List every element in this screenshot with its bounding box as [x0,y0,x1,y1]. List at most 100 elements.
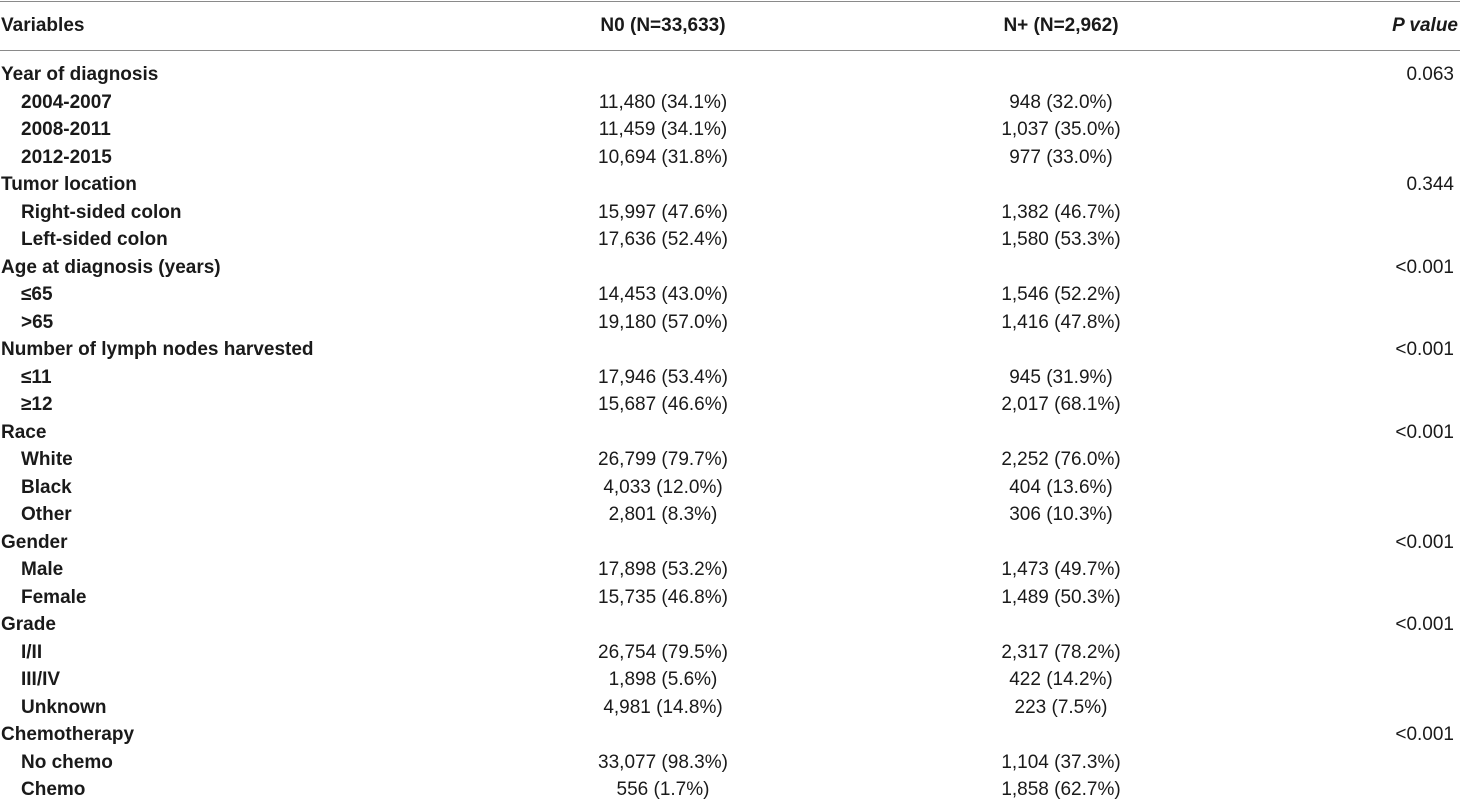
row-label: III/IV [21,669,61,690]
table-row: 2008-2011 11,459 (34.1%) 1,037 (35.0%) [0,117,1460,145]
table-header-row: Variables N0 (N=33,633) N+ (N=2,962) P v… [0,0,1460,51]
cell-nplus: 945 (31.9%) [1009,366,1113,388]
cell-n0: 10,694 (31.8%) [598,146,728,168]
row-label: No chemo [21,751,113,773]
cell-pvalue: <0.001 [1395,421,1454,443]
cell-n0: 11,459 (34.1%) [598,119,728,140]
row-label: Gender [1,531,68,553]
cell-nplus: 1,037 (35.0%) [1001,119,1121,140]
cell-n0: 14,453 (43.0%) [598,284,728,305]
row-label: White [21,449,73,470]
table-row: Female 15,735 (46.8%) 1,489 (50.3%) [0,585,1460,613]
cell-n0: 17,946 (53.4%) [598,366,728,388]
table-top-rule [0,1,1460,2]
cell-nplus: 422 (14.2%) [1009,669,1113,690]
table-row: White 26,799 (79.7%) 2,252 (76.0%) [0,447,1460,475]
row-label: Right-sided colon [21,201,182,223]
table-body: Year of diagnosis 0.063 2004-2007 11,480 (3… [0,62,1460,805]
cell-n0: 15,997 (47.6%) [598,201,728,223]
cell-pvalue: 0.063 [1406,64,1454,85]
cell-nplus: 977 (33.0%) [1009,146,1113,168]
cell-n0: 17,636 (52.4%) [598,229,728,250]
cell-nplus: 2,017 (68.1%) [1001,394,1121,415]
cell-pvalue: <0.001 [1395,531,1454,553]
row-label: Race [1,421,47,443]
table-row: ≤65 14,453 (43.0%) 1,546 (52.2%) [0,282,1460,310]
table-group-row: Grade <0.001 [0,612,1460,640]
cell-nplus: 1,104 (37.3%) [1001,751,1121,773]
row-label: Female [21,586,87,608]
cell-pvalue: <0.001 [1395,614,1454,635]
cell-nplus: 1,546 (52.2%) [1001,284,1121,305]
cell-n0: 26,799 (79.7%) [598,449,728,470]
table-group-row: Race <0.001 [0,420,1460,448]
table-row: 2012-2015 10,694 (31.8%) 977 (33.0%) [0,145,1460,173]
cell-nplus: 404 (13.6%) [1009,476,1113,498]
header-pvalue: P value [1392,15,1458,36]
cell-pvalue: <0.001 [1395,339,1454,360]
row-label: Male [21,559,64,580]
row-label: Age at diagnosis (years) [1,256,221,278]
row-label: I/II [21,641,43,663]
table-group-row: Tumor location 0.344 [0,172,1460,200]
table-row: ≤11 17,946 (53.4%) 945 (31.9%) [0,365,1460,393]
cell-pvalue: <0.001 [1395,724,1454,745]
cell-n0: 11,480 (34.1%) [598,91,728,113]
row-label: Unknown [21,696,107,718]
cell-n0: 26,754 (79.5%) [598,641,728,663]
table-row: Right-sided colon 15,997 (47.6%) 1,382 (46… [0,200,1460,228]
row-label: Tumor location [1,174,137,195]
table-row: Left-sided colon 17,636 (52.4%) 1,580 (53.… [0,227,1460,255]
row-label: Other [21,504,72,525]
table-row: ≥12 15,687 (46.6%) 2,017 (68.1%) [0,392,1460,420]
cell-pvalue: <0.001 [1395,256,1454,278]
cell-n0: 2,801 (8.3%) [608,504,718,525]
row-label: ≥12 [21,394,53,415]
row-label: Chemo [21,779,86,800]
cell-n0: 4,033 (12.0%) [603,476,723,498]
cell-n0: 4,981 (14.8%) [603,696,723,718]
table-header-rule [0,50,1460,51]
row-label: Chemotherapy [1,724,135,745]
cell-nplus: 1,416 (47.8%) [1001,311,1121,333]
cell-n0: 33,077 (98.3%) [598,751,728,773]
table-row: III/IV 1,898 (5.6%) 422 (14.2%) [0,667,1460,695]
row-label: 2012-2015 [21,146,112,168]
table-group-row: Chemotherapy <0.001 [0,722,1460,750]
cell-nplus: 2,317 (78.2%) [1001,641,1121,663]
table-row: Other 2,801 (8.3%) 306 (10.3%) [0,502,1460,530]
table-row: >65 19,180 (57.0%) 1,416 (47.8%) [0,310,1460,338]
header-n0: N0 (N=33,633) [600,15,726,36]
table-group-row: Gender <0.001 [0,530,1460,558]
row-label: Year of diagnosis [1,64,159,85]
cell-nplus: 1,489 (50.3%) [1001,586,1121,608]
cell-n0: 556 (1.7%) [616,779,710,800]
header-variables: Variables [1,15,85,36]
table-group-row: Age at diagnosis (years) <0.001 [0,255,1460,283]
table-row: Unknown 4,981 (14.8%) 223 (7.5%) [0,695,1460,723]
table-row: Male 17,898 (53.2%) 1,473 (49.7%) [0,557,1460,585]
table-group-row: Year of diagnosis 0.063 [0,62,1460,90]
cell-nplus: 1,473 (49.7%) [1001,559,1121,580]
row-label: Grade [1,614,56,635]
row-label: Number of lymph nodes harvested [1,339,314,360]
row-label: >65 [21,311,54,333]
cell-nplus: 223 (7.5%) [1014,696,1108,718]
cell-n0: 15,735 (46.8%) [598,586,728,608]
cell-nplus: 1,580 (53.3%) [1001,229,1121,250]
table-group-row: Number of lymph nodes harvested <0.001 [0,337,1460,365]
row-label: ≤11 [21,366,52,388]
table-row: No chemo 33,077 (98.3%) 1,104 (37.3%) [0,750,1460,778]
cell-n0: 1,898 (5.6%) [608,669,718,690]
header-nplus: N+ (N=2,962) [1003,15,1119,36]
cell-nplus: 1,382 (46.7%) [1001,201,1121,223]
cell-n0: 17,898 (53.2%) [598,559,728,580]
table-row: Black 4,033 (12.0%) 404 (13.6%) [0,475,1460,503]
cell-nplus: 2,252 (76.0%) [1001,449,1121,470]
cell-nplus: 948 (32.0%) [1009,91,1113,113]
row-label: 2008-2011 [21,119,111,140]
table-row: I/II 26,754 (79.5%) 2,317 (78.2%) [0,640,1460,668]
cell-pvalue: 0.344 [1406,174,1454,195]
cell-n0: 15,687 (46.6%) [598,394,728,415]
